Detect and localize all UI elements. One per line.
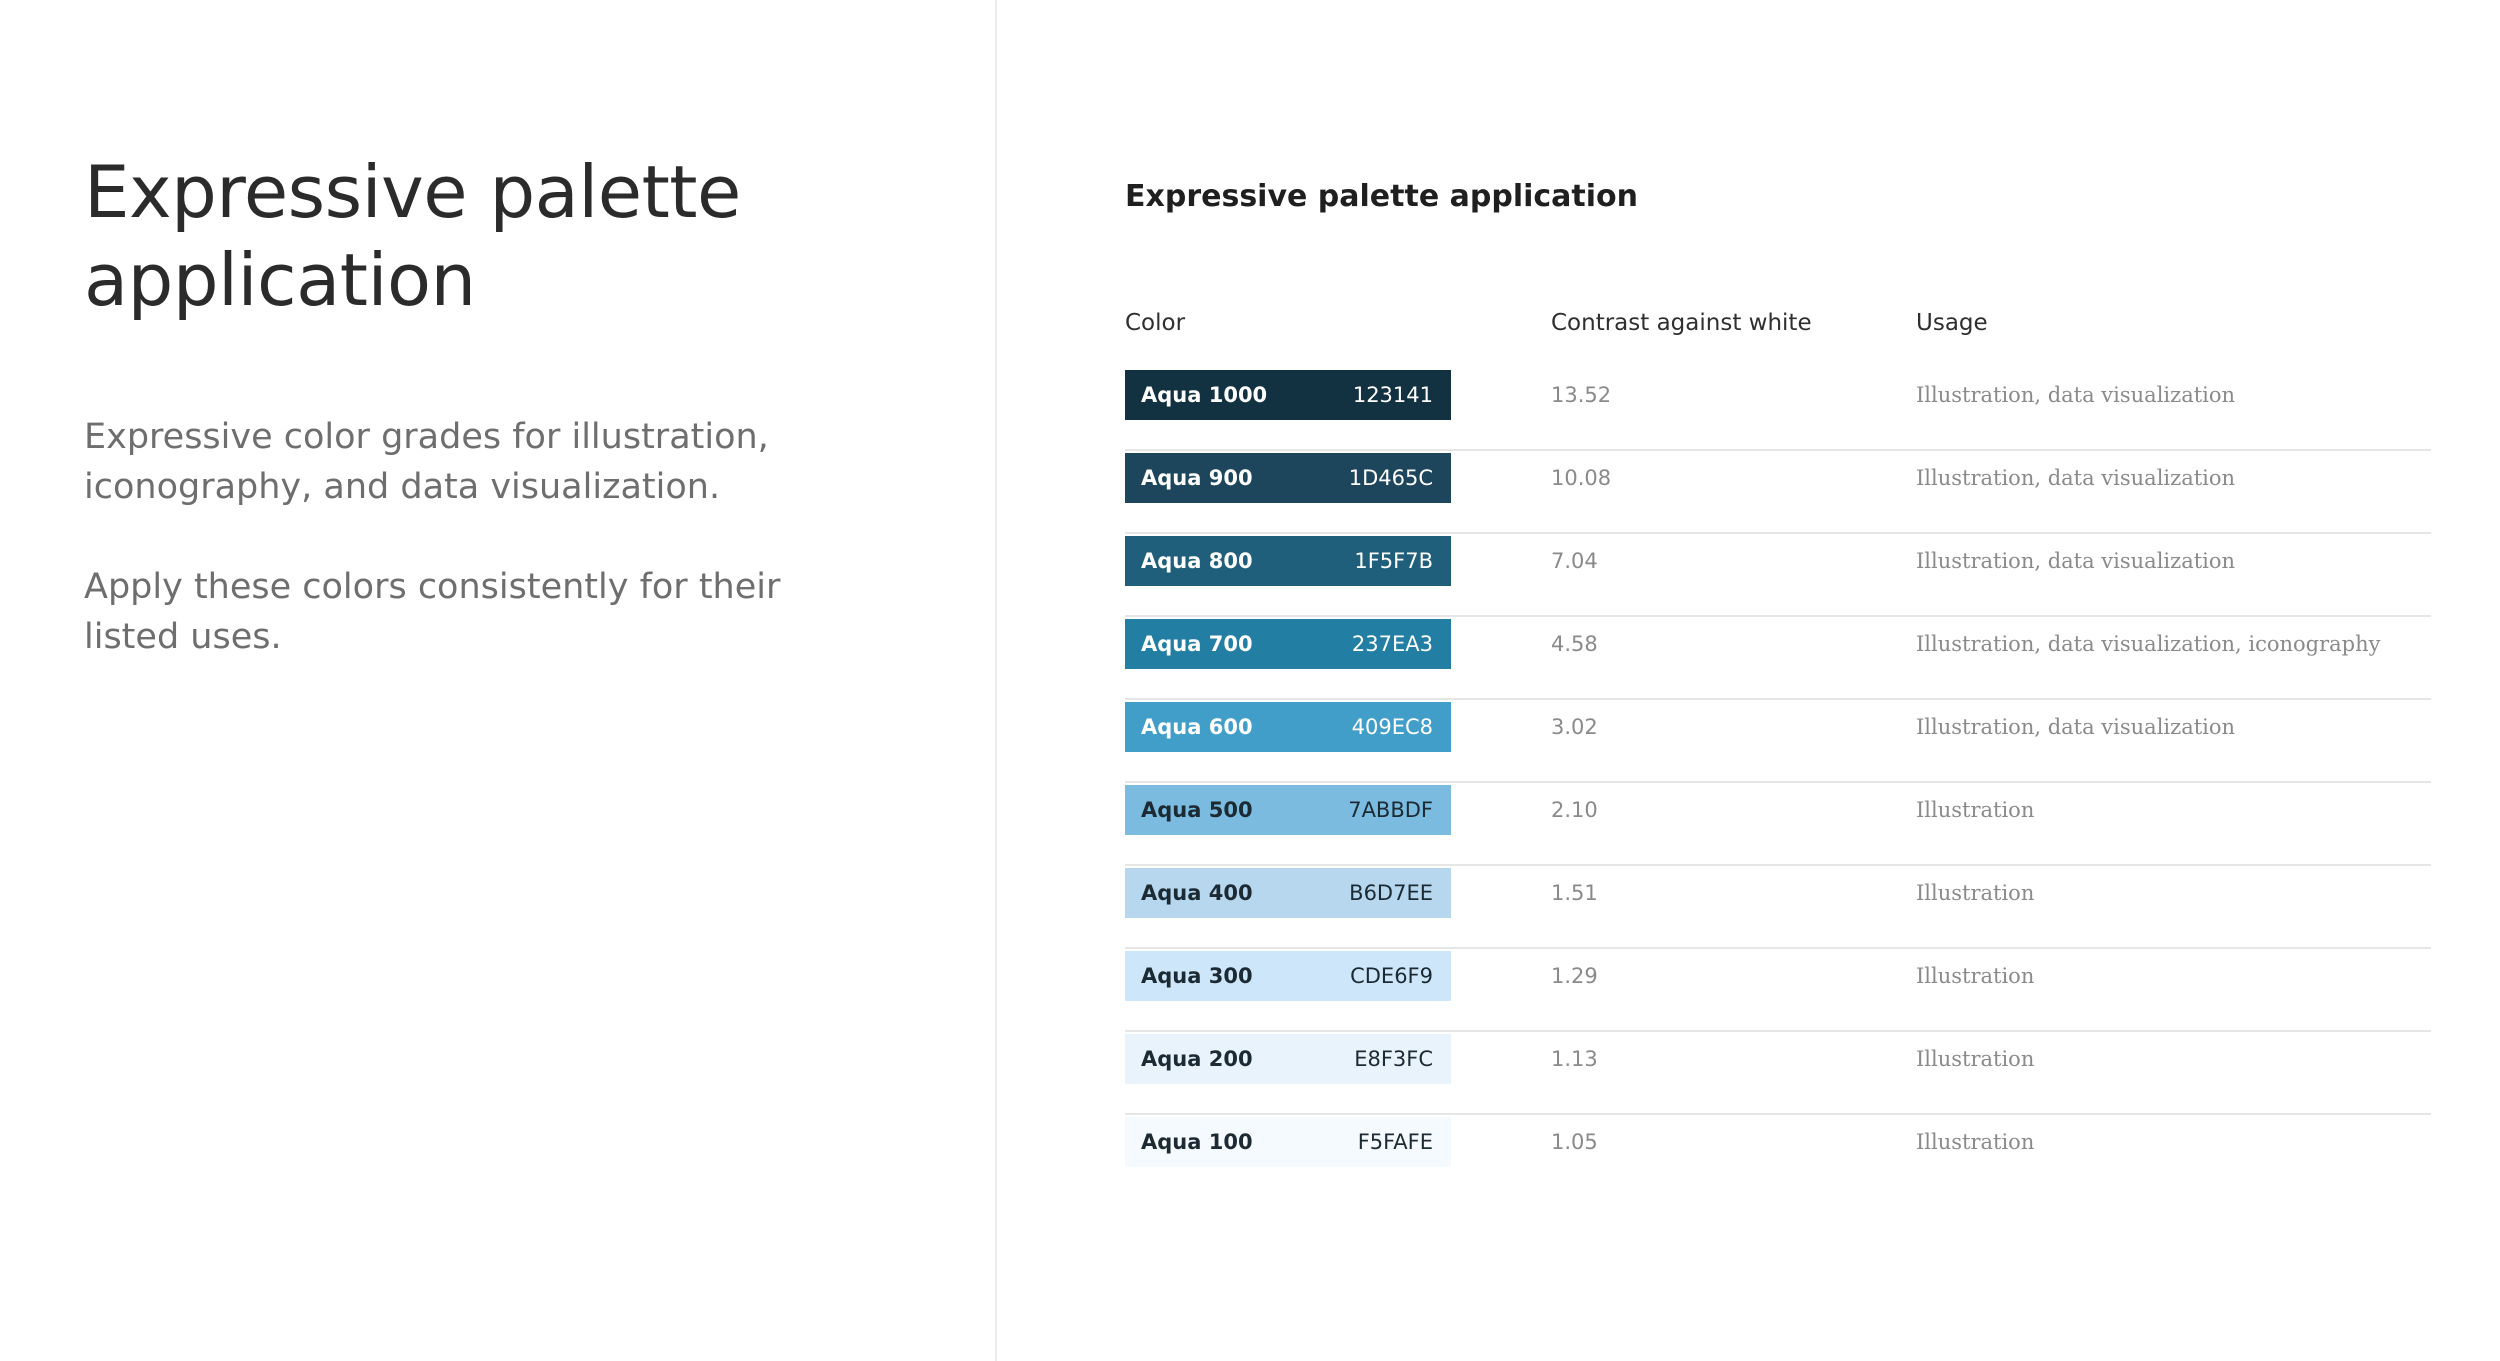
swatch-name: Aqua 700 bbox=[1141, 632, 1253, 656]
table-row: Aqua 1000 123141 13.52 Illustration, dat… bbox=[1125, 368, 2431, 451]
palette-table-panel: Expressive palette application Color Con… bbox=[997, 0, 2500, 1361]
color-swatch: Aqua 600 409EC8 bbox=[1125, 702, 1451, 752]
usage-text: Illustration bbox=[1916, 798, 2035, 822]
contrast-value: 4.58 bbox=[1551, 632, 1598, 656]
contrast-value: 1.13 bbox=[1551, 1047, 1598, 1071]
color-swatch: Aqua 200 E8F3FC bbox=[1125, 1034, 1451, 1084]
column-header-color: Color bbox=[1125, 310, 1186, 336]
table-row: Aqua 400 B6D7EE 1.51 Illustration bbox=[1125, 866, 2431, 949]
usage-text: Illustration bbox=[1916, 1047, 2035, 1071]
table-row: Aqua 800 1F5F7B 7.04 Illustration, data … bbox=[1125, 534, 2431, 617]
swatch-name: Aqua 200 bbox=[1141, 1047, 1253, 1071]
swatch-name: Aqua 500 bbox=[1141, 798, 1253, 822]
swatch-name: Aqua 800 bbox=[1141, 549, 1253, 573]
intro-panel: Expressive palette application Expressiv… bbox=[0, 0, 995, 1361]
color-swatch: Aqua 900 1D465C bbox=[1125, 453, 1451, 503]
contrast-value: 10.08 bbox=[1551, 466, 1612, 490]
swatch-name: Aqua 1000 bbox=[1141, 383, 1268, 407]
swatch-hex: F5FAFE bbox=[1357, 1130, 1433, 1154]
table-row: Aqua 500 7ABBDF 2.10 Illustration bbox=[1125, 783, 2431, 866]
palette-rows: Aqua 1000 123141 13.52 Illustration, dat… bbox=[1125, 368, 2431, 1198]
table-title: Expressive palette application bbox=[1125, 179, 1639, 214]
column-header-contrast: Contrast against white bbox=[1551, 310, 1812, 336]
swatch-hex: 409EC8 bbox=[1351, 715, 1433, 739]
swatch-name: Aqua 300 bbox=[1141, 964, 1253, 988]
color-swatch: Aqua 700 237EA3 bbox=[1125, 619, 1451, 669]
table-row: Aqua 700 237EA3 4.58 Illustration, data … bbox=[1125, 617, 2431, 700]
swatch-hex: 1F5F7B bbox=[1354, 549, 1433, 573]
contrast-value: 7.04 bbox=[1551, 549, 1598, 573]
contrast-value: 1.05 bbox=[1551, 1130, 1598, 1154]
swatch-name: Aqua 400 bbox=[1141, 881, 1253, 905]
swatch-name: Aqua 100 bbox=[1141, 1130, 1253, 1154]
usage-text: Illustration bbox=[1916, 881, 2035, 905]
color-swatch: Aqua 800 1F5F7B bbox=[1125, 536, 1451, 586]
contrast-value: 2.10 bbox=[1551, 798, 1598, 822]
color-swatch: Aqua 100 F5FAFE bbox=[1125, 1117, 1451, 1167]
usage-text: Illustration, data visualization bbox=[1916, 715, 2236, 739]
swatch-name: Aqua 600 bbox=[1141, 715, 1253, 739]
color-swatch: Aqua 1000 123141 bbox=[1125, 370, 1451, 420]
contrast-value: 3.02 bbox=[1551, 715, 1598, 739]
table-row: Aqua 300 CDE6F9 1.29 Illustration bbox=[1125, 949, 2431, 1032]
color-swatch: Aqua 300 CDE6F9 bbox=[1125, 951, 1451, 1001]
usage-text: Illustration bbox=[1916, 964, 2035, 988]
usage-text: Illustration bbox=[1916, 1130, 2035, 1154]
usage-text: Illustration, data visualization bbox=[1916, 466, 2236, 490]
contrast-value: 13.52 bbox=[1551, 383, 1612, 407]
swatch-hex: CDE6F9 bbox=[1350, 964, 1433, 988]
swatch-hex: 237EA3 bbox=[1351, 632, 1433, 656]
color-swatch: Aqua 400 B6D7EE bbox=[1125, 868, 1451, 918]
usage-text: Illustration, data visualization bbox=[1916, 383, 2236, 407]
contrast-value: 1.51 bbox=[1551, 881, 1598, 905]
swatch-hex: 7ABBDF bbox=[1348, 798, 1433, 822]
table-row: Aqua 600 409EC8 3.02 Illustration, data … bbox=[1125, 700, 2431, 783]
usage-text: Illustration, data visualization bbox=[1916, 549, 2236, 573]
swatch-hex: E8F3FC bbox=[1354, 1047, 1433, 1071]
page-title: Expressive palette application bbox=[84, 150, 741, 322]
table-row: Aqua 200 E8F3FC 1.13 Illustration bbox=[1125, 1032, 2431, 1115]
table-row: Aqua 900 1D465C 10.08 Illustration, data… bbox=[1125, 451, 2431, 534]
usage-text: Illustration, data visualization, iconog… bbox=[1916, 632, 2381, 656]
intro-paragraph-1: Expressive color grades for illustration… bbox=[84, 417, 769, 507]
intro-paragraph-2: Apply these colors consistently for thei… bbox=[84, 567, 781, 657]
panel-divider bbox=[995, 0, 997, 1361]
swatch-hex: B6D7EE bbox=[1349, 881, 1433, 905]
swatch-name: Aqua 900 bbox=[1141, 466, 1253, 490]
color-swatch: Aqua 500 7ABBDF bbox=[1125, 785, 1451, 835]
table-row: Aqua 100 F5FAFE 1.05 Illustration bbox=[1125, 1115, 2431, 1198]
contrast-value: 1.29 bbox=[1551, 964, 1598, 988]
swatch-hex: 1D465C bbox=[1348, 466, 1433, 490]
column-header-usage: Usage bbox=[1916, 310, 1988, 336]
swatch-hex: 123141 bbox=[1352, 383, 1433, 407]
